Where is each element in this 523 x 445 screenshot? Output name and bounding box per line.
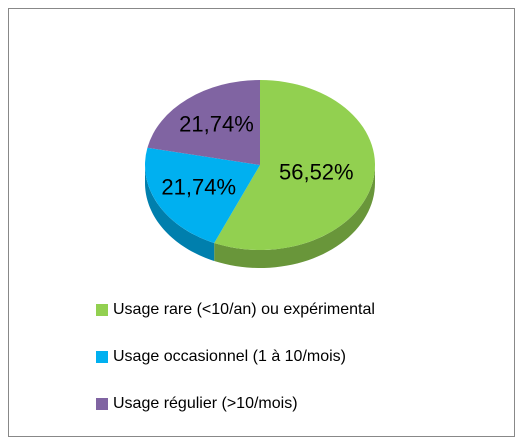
- legend-label: Usage occasionnel (1 à 10/mois): [113, 348, 346, 365]
- data-label: 21,74%: [179, 111, 254, 136]
- legend-swatch: [96, 304, 108, 316]
- legend-swatch: [96, 351, 108, 363]
- pie-slice: [145, 147, 260, 243]
- data-label: 56,52%: [279, 159, 354, 184]
- pie-slice-side: [145, 165, 215, 261]
- legend-label: Usage régulier (>10/mois): [113, 395, 298, 412]
- pie-slice-side: [214, 165, 375, 268]
- legend-label: Usage rare (<10/an) ou expérimental: [113, 301, 375, 318]
- legend-swatch: [96, 398, 108, 410]
- pie-slice: [147, 80, 260, 165]
- pie-slice: [214, 80, 375, 250]
- data-label: 21,74%: [161, 174, 236, 199]
